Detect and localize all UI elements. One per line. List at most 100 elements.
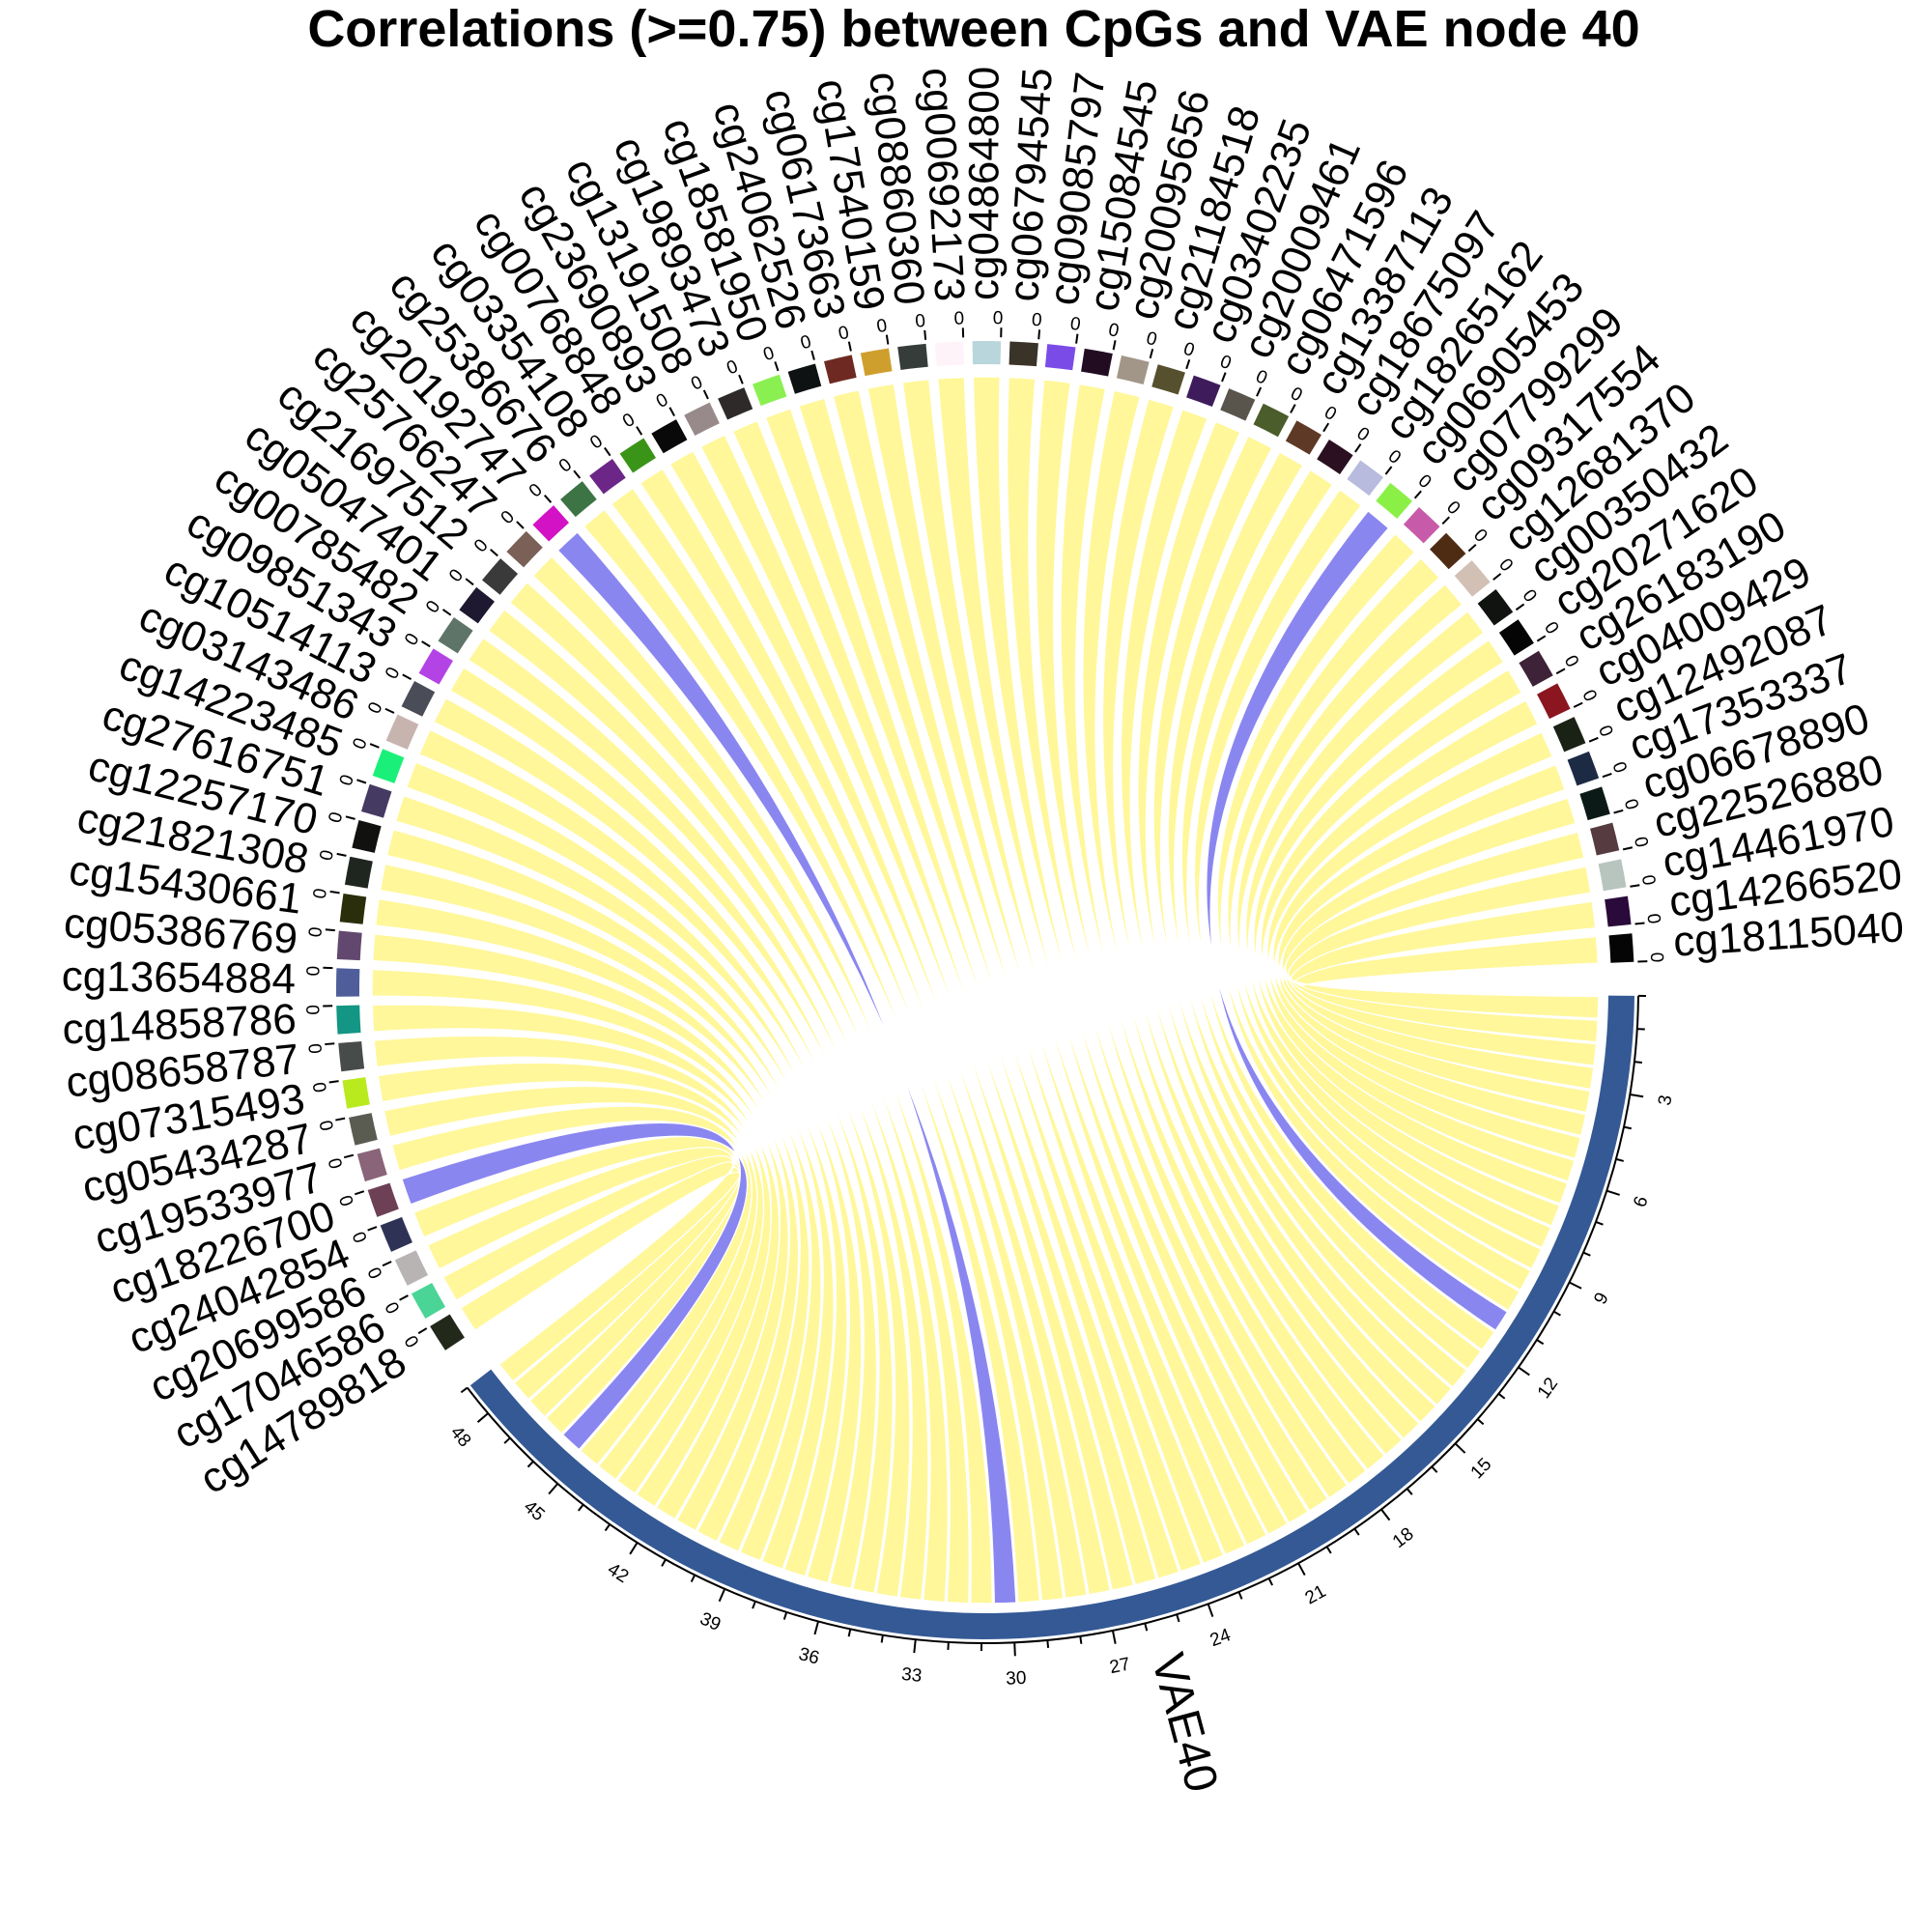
cpg-axis-tick [421, 640, 431, 648]
cpg-axis-tick [1515, 603, 1525, 611]
cpg-sector-block [336, 930, 362, 961]
correlation-ribbon [531, 554, 994, 1605]
cpg-axis-tick [355, 1190, 365, 1196]
cpg-axis-tick [573, 469, 582, 479]
correlation-ribbon [1244, 610, 1552, 1249]
cpg-tick-label: 0 [1415, 469, 1436, 492]
vae40-axis-tick [1582, 1251, 1591, 1257]
cpg-tick-label: 0 [1321, 401, 1341, 423]
cpg-axis-tick [1630, 884, 1640, 888]
correlation-ribbon [764, 407, 1180, 1580]
vae40-axis-tick [1431, 1465, 1438, 1473]
cpg-tick-label: 0 [914, 309, 925, 330]
vae40-tick-label: 6 [1630, 1194, 1652, 1210]
cpg-sector-block [335, 968, 360, 997]
ribbon-layer [371, 376, 1600, 1605]
cpg-tick-label: 0 [1107, 318, 1121, 340]
cpg-sector-block [349, 1113, 378, 1146]
cpg-axis-tick [369, 743, 380, 749]
correlation-ribbon [1266, 698, 1576, 1182]
correlation-ribbon [699, 434, 1135, 1592]
correlation-ribbon [1289, 900, 1600, 1043]
cpg-axis-tick [1354, 443, 1362, 453]
cpg-sector-block [360, 783, 392, 818]
cpg-tick-label: 0 [1218, 350, 1235, 372]
correlation-ribbon [1253, 639, 1561, 1228]
vae40-axis-tick [1325, 1546, 1332, 1554]
correlation-ribbon [371, 933, 800, 1543]
vae40-axis-tick [578, 1504, 584, 1512]
correlation-ribbon [610, 487, 1065, 1603]
cpg-tick-label: 0 [1288, 382, 1306, 405]
vae40-tick-label: 36 [797, 1644, 822, 1669]
cpg-sector-block [1454, 560, 1491, 597]
cpg-tick-label: 0 [334, 1193, 356, 1209]
vae40-axis-tick [1454, 1442, 1466, 1454]
vae40-axis-tick [782, 1611, 788, 1620]
cpg-tick-label: 0 [362, 698, 385, 716]
cpg-sector-block [380, 1216, 412, 1252]
correlation-ribbon [901, 378, 1268, 1547]
vae40-axis-tick [1380, 1508, 1391, 1521]
vae40-axis-tick [548, 1483, 559, 1495]
cpg-axis-tick [885, 334, 890, 345]
vae40-axis-tick [813, 1621, 819, 1635]
correlation-ribbon [459, 1161, 741, 1383]
cpg-axis-tick [1602, 773, 1612, 779]
cpg-axis-tick [402, 673, 412, 680]
cpg-axis-tick [604, 446, 611, 457]
correlation-ribbon [432, 696, 895, 1595]
cpg-tick-label: 0 [993, 306, 1004, 327]
vae40-axis-tick [1144, 1623, 1149, 1632]
correlation-ribbon [1272, 730, 1582, 1160]
vae40-axis-tick [1630, 1094, 1644, 1098]
correlation-ribbon [405, 761, 863, 1584]
vae40-axis-tick [1536, 1339, 1545, 1346]
cpg-axis-tick [1467, 544, 1477, 553]
cpg-tick-label: 0 [443, 564, 466, 584]
cpg-sector-block [823, 355, 857, 384]
cpg-axis-tick [465, 578, 474, 586]
cpg-tick-label: 0 [554, 453, 574, 475]
vae40-axis-tick [690, 1574, 696, 1583]
cpg-axis-tick [1290, 404, 1296, 413]
cpg-sector-block [1552, 717, 1586, 753]
cpg-axis-tick [490, 549, 498, 557]
correlation-ribbon [797, 397, 1203, 1573]
cpg-axis-tick [345, 815, 355, 820]
vae40-axis-tick [1595, 1220, 1604, 1226]
cpg-tick-label: 0 [1542, 617, 1564, 637]
cpg-axis-tick [343, 1153, 355, 1159]
cpg-tick-label: 0 [524, 478, 545, 500]
correlation-ribbon [467, 637, 929, 1602]
correlation-ribbon-highlight [556, 530, 1017, 1605]
vae40-tick-label: 39 [696, 1608, 724, 1635]
vae40-axis-tick [629, 1542, 639, 1555]
correlation-ribbon [1060, 383, 1368, 1486]
correlation-ribbon [374, 897, 810, 1553]
cpg-tick-label: 0 [1496, 554, 1519, 574]
cpg-sector-block [1605, 895, 1632, 927]
cpg-sector-block [787, 363, 822, 394]
cpg-tick-label: 0 [314, 848, 336, 863]
correlation-ribbon [1226, 556, 1532, 1292]
cpg-tick-label: 0 [652, 388, 670, 412]
cpg-sector-block [482, 558, 519, 595]
cpg-axis-tick [1588, 736, 1599, 743]
correlation-ribbon [385, 828, 835, 1571]
cpg-axis-tick [668, 407, 675, 417]
cpg-tick-label: 0 [308, 1081, 329, 1094]
vae40-axis-tick [1406, 1488, 1413, 1495]
cpg-axis-tick [325, 1042, 335, 1046]
correlation-ribbon [371, 968, 789, 1532]
cpg-axis-tick [1112, 340, 1117, 351]
cpg-axis-tick [774, 361, 780, 372]
chart-title: Correlations (>=0.75) between CpGs and V… [307, 0, 1639, 58]
cpg-tick-label: 0 [1385, 444, 1406, 467]
cpg-axis-tick [328, 1080, 339, 1084]
cpg-axis-tick [1492, 573, 1502, 581]
correlation-ribbon [1180, 469, 1483, 1371]
vae40-tick-label: 12 [1534, 1374, 1562, 1402]
cpg-sector-block [338, 1040, 365, 1072]
cpg-sector-block [385, 714, 419, 750]
